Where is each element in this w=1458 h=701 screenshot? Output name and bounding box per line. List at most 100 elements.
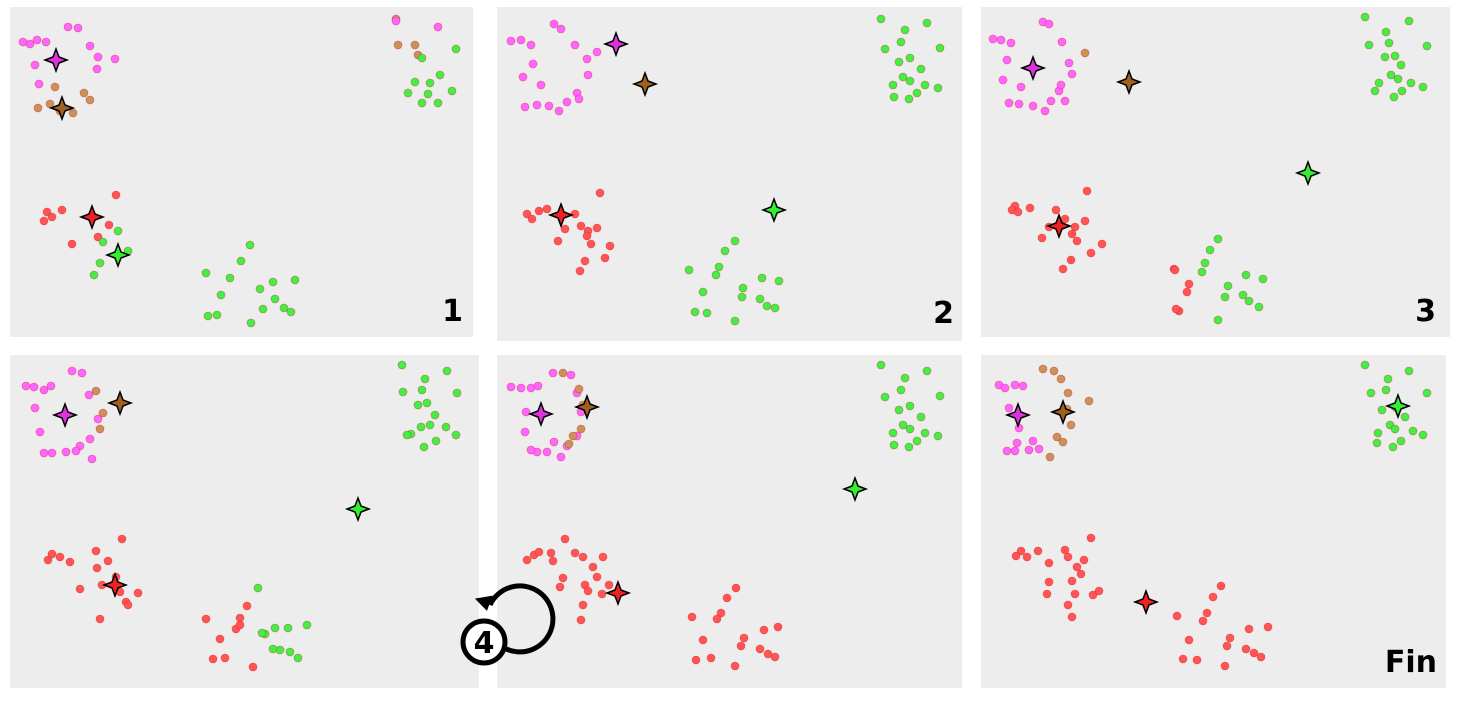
green-data-point <box>1385 39 1393 47</box>
red-data-point <box>579 553 587 561</box>
red-data-point <box>1045 578 1053 586</box>
magenta-data-point <box>519 73 527 81</box>
green-data-point <box>775 277 783 285</box>
green-data-point <box>763 302 771 310</box>
green-data-point <box>448 87 456 95</box>
green-data-point <box>1239 291 1247 299</box>
red-data-point <box>547 549 555 557</box>
red-data-point <box>713 615 721 623</box>
loop-arrow-icon: 4 <box>458 565 558 670</box>
magenta-data-point <box>93 65 101 73</box>
magenta-data-point <box>1003 56 1011 64</box>
red-data-point <box>601 254 609 262</box>
green-data-point <box>1398 87 1406 95</box>
magenta-data-point <box>521 428 529 436</box>
red-data-point <box>740 634 748 642</box>
red-data-point <box>243 602 251 610</box>
magenta-data-point <box>563 98 571 106</box>
magenta-data-point <box>33 36 41 44</box>
brown-centroid-star <box>1118 71 1140 93</box>
red-data-point <box>1026 204 1034 212</box>
red-data-point <box>731 662 739 670</box>
magenta-data-point <box>1047 97 1055 105</box>
brown-data-point <box>34 104 42 112</box>
red-data-point <box>249 663 257 671</box>
brown-data-point <box>80 89 88 97</box>
green-data-point <box>420 443 428 451</box>
green-data-point <box>1214 316 1222 324</box>
magenta-data-point <box>47 382 55 390</box>
green-data-point <box>897 38 905 46</box>
green-data-point <box>303 621 311 629</box>
loop-step-label: 4 <box>474 626 495 661</box>
red-data-point <box>571 549 579 557</box>
green-data-point <box>426 421 434 429</box>
red-data-point <box>202 615 210 623</box>
green-data-point <box>421 375 429 383</box>
magenta-data-point <box>392 17 400 25</box>
green-data-point <box>771 304 779 312</box>
green-data-point <box>237 257 245 265</box>
red-data-point <box>593 224 601 232</box>
magenta-data-point <box>42 38 50 46</box>
green-data-point <box>685 266 693 274</box>
green-data-point <box>99 238 107 246</box>
magenta-data-point <box>1058 38 1066 46</box>
green-data-point <box>1365 41 1373 49</box>
magenta-data-point <box>555 107 563 115</box>
magenta-data-point <box>35 80 43 88</box>
magenta-data-point <box>1045 20 1053 28</box>
panel-3-plot <box>981 7 1450 337</box>
green-data-point <box>403 431 411 439</box>
magenta-data-point <box>72 447 80 455</box>
panel-1-label: 1 <box>442 297 463 327</box>
red-centroid-star <box>550 204 572 226</box>
green-data-point <box>398 361 406 369</box>
red-data-point <box>593 573 601 581</box>
red-data-point <box>1179 655 1187 663</box>
brown-centroid-star <box>109 392 131 414</box>
green-data-point <box>881 45 889 53</box>
green-data-point <box>217 291 225 299</box>
red-data-point <box>1185 280 1193 288</box>
green-data-point <box>286 648 294 656</box>
red-data-point <box>92 547 100 555</box>
magenta-data-point <box>64 23 72 31</box>
magenta-data-point <box>557 453 565 461</box>
green-data-point <box>936 392 944 400</box>
red-data-point <box>692 656 700 664</box>
green-data-point <box>901 374 909 382</box>
magenta-centroid-star <box>54 404 76 426</box>
red-data-point <box>1095 587 1103 595</box>
magenta-centroid-star <box>1022 57 1044 79</box>
red-data-point <box>1242 645 1250 653</box>
red-data-point <box>523 556 531 564</box>
green-data-point <box>294 654 302 662</box>
brown-data-point <box>577 425 585 433</box>
green-data-point <box>424 90 432 98</box>
panel-2: 2 <box>497 7 962 341</box>
brown-data-point <box>51 83 59 91</box>
green-data-point <box>1401 413 1409 421</box>
magenta-data-point <box>575 95 583 103</box>
green-data-point <box>906 425 914 433</box>
red-data-point <box>1257 653 1265 661</box>
green-data-point <box>758 274 766 282</box>
green-data-point <box>881 393 889 401</box>
red-data-point <box>1045 559 1053 567</box>
red-data-point <box>104 557 112 565</box>
red-data-point <box>209 655 217 663</box>
brown-data-point <box>99 409 107 417</box>
green-data-point <box>1390 93 1398 101</box>
magenta-data-point <box>1068 70 1076 78</box>
green-data-point <box>897 386 905 394</box>
red-data-point <box>1081 217 1089 225</box>
green-centroid-star <box>763 199 785 221</box>
red-data-point <box>1068 230 1076 238</box>
red-data-point <box>549 557 557 565</box>
green-data-point <box>1255 303 1263 311</box>
green-data-point <box>1382 28 1390 36</box>
green-data-point <box>432 437 440 445</box>
red-data-point <box>1073 237 1081 245</box>
red-data-point <box>699 636 707 644</box>
